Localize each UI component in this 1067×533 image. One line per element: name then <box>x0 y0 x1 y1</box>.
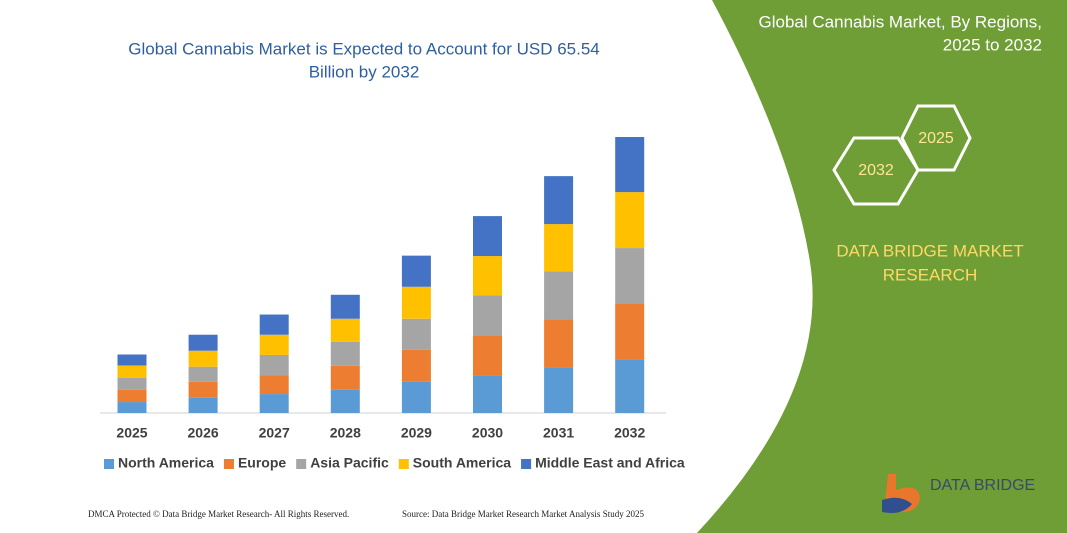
bar-segment <box>259 354 289 376</box>
legend-swatch <box>104 459 114 469</box>
bar-segment <box>259 314 289 335</box>
bar-segment <box>544 224 574 272</box>
chart-title: Global Cannabis Market is Expected to Ac… <box>128 39 600 58</box>
x-tick-label: 2027 <box>259 425 290 441</box>
bar-segment <box>259 394 289 413</box>
bar-segment <box>473 375 502 413</box>
bar-segment <box>401 255 431 287</box>
bar-segment <box>188 366 218 382</box>
bar-segment <box>615 137 645 193</box>
x-tick-label: 2026 <box>188 425 219 441</box>
brand-text: DATA BRIDGE MARKET <box>836 241 1023 260</box>
bar-segment <box>117 365 147 378</box>
legend-swatch <box>398 459 409 469</box>
legend-swatch <box>223 459 234 469</box>
legend-label: Middle East and Africa <box>535 455 685 471</box>
bar-segment <box>188 397 218 413</box>
brand-text: RESEARCH <box>883 265 977 284</box>
bar-segment <box>188 381 218 398</box>
bar-segment <box>259 334 289 355</box>
bar-segment <box>401 318 431 350</box>
legend-swatch <box>521 459 532 469</box>
x-tick-label: 2029 <box>401 425 432 441</box>
legend-label: South America <box>413 455 511 471</box>
bar-segment <box>330 294 360 319</box>
bar-segment <box>473 335 502 376</box>
x-tick-label: 2032 <box>614 425 645 441</box>
bar-segment <box>544 271 574 320</box>
bar-segment <box>615 248 645 304</box>
bar-segment <box>615 303 645 360</box>
logo-text: DATA BRIDGE <box>930 477 1035 494</box>
x-tick-label: 2031 <box>543 425 574 441</box>
panel-title: Global Cannabis Market, By Regions, <box>759 12 1042 31</box>
x-tick-label: 2028 <box>330 425 361 441</box>
logo-mark <box>882 497 912 513</box>
bar-segment <box>330 389 360 413</box>
bar-segment <box>473 216 502 257</box>
bar-segment <box>473 295 502 336</box>
panel-title: 2025 to 2032 <box>943 35 1042 54</box>
bar-segment <box>117 377 147 390</box>
bar-segment <box>117 389 147 403</box>
bar-segment <box>330 318 360 342</box>
bar-segment <box>117 402 147 413</box>
bar-segment <box>188 334 218 351</box>
bar-segment <box>401 286 431 319</box>
bar-segment <box>259 375 289 395</box>
bar-segment <box>544 367 574 413</box>
footer-text: Source: Data Bridge Market Research Mark… <box>402 509 644 519</box>
footer-text: DMCA Protected © Data Bridge Market Rese… <box>88 509 349 519</box>
hexagon-label: 2032 <box>858 162 894 179</box>
legend-label: Asia Pacific <box>310 455 389 471</box>
x-tick-label: 2030 <box>472 425 503 441</box>
bar-segment <box>544 176 574 225</box>
bar-segment <box>188 350 218 367</box>
hexagon-label: 2025 <box>918 130 954 147</box>
hexagon <box>900 104 972 172</box>
green-panel <box>697 0 1067 533</box>
bar-segment <box>615 359 645 413</box>
hexagon <box>832 136 920 206</box>
bar-segment <box>615 192 645 249</box>
bar-segment <box>401 349 431 382</box>
legend-label: North America <box>118 455 214 471</box>
bar-segment <box>330 341 360 366</box>
bar-segment <box>473 256 502 296</box>
chart-title: Billion by 2032 <box>309 62 420 81</box>
bar-segment <box>401 381 431 413</box>
legend-swatch <box>296 459 307 469</box>
legend-label: Europe <box>238 455 286 471</box>
bar-segment <box>117 354 147 366</box>
bar-segment <box>544 319 574 368</box>
bar-segment <box>330 365 360 390</box>
x-tick-label: 2025 <box>116 425 147 441</box>
